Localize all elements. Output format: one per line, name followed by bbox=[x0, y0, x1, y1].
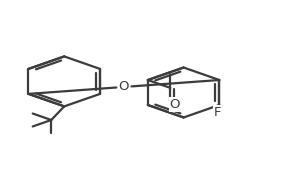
Text: F: F bbox=[214, 106, 222, 119]
Text: O: O bbox=[170, 98, 180, 111]
Text: O: O bbox=[119, 80, 129, 93]
